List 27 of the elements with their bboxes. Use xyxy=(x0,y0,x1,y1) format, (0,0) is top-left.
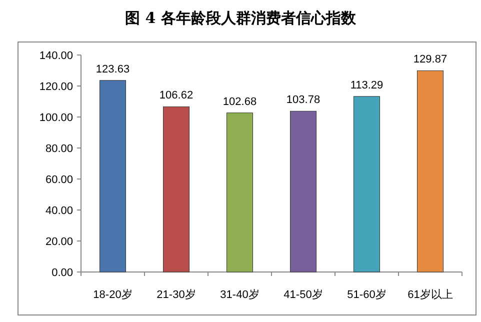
x-tick-label: 21-30岁 xyxy=(156,289,196,301)
chart-title: 图 4 各年龄段人群消费者信心指数 xyxy=(125,9,357,27)
y-tick-label: 100.00 xyxy=(39,112,73,124)
x-tick-label: 31-40岁 xyxy=(220,289,260,301)
bar xyxy=(417,70,444,272)
bar xyxy=(226,112,253,272)
bar xyxy=(290,110,316,272)
y-tick-label: 20.00 xyxy=(45,236,73,248)
x-tick-label: 41-50岁 xyxy=(284,289,323,301)
data-label: 123.63 xyxy=(96,63,130,76)
y-tick-label: 80.00 xyxy=(45,143,73,155)
data-label: 103.78 xyxy=(286,94,320,106)
x-tick-label: 61岁以上 xyxy=(408,288,453,301)
y-tick-label: 0.00 xyxy=(52,267,73,279)
y-tick-label: 60.00 xyxy=(45,174,73,186)
bar xyxy=(354,96,380,272)
y-tick-label: 140.00 xyxy=(39,50,73,62)
y-tick-label: 40.00 xyxy=(45,205,73,217)
x-tick-label: 51-60岁 xyxy=(347,289,386,301)
data-label: 129.87 xyxy=(413,54,448,66)
data-label: 102.68 xyxy=(222,96,257,108)
data-label: 106.62 xyxy=(159,90,194,102)
data-label: 113.29 xyxy=(350,79,384,92)
bar xyxy=(100,80,126,272)
x-tick-label: 18-20岁 xyxy=(93,289,132,301)
y-tick-label: 120.00 xyxy=(39,81,73,93)
bar xyxy=(163,106,190,272)
